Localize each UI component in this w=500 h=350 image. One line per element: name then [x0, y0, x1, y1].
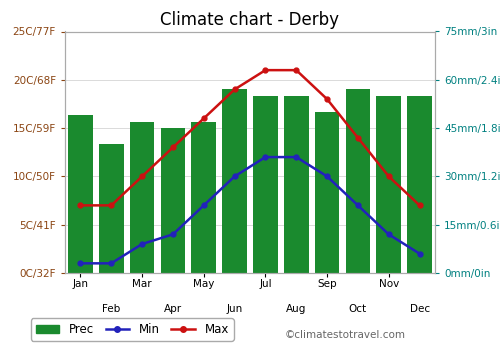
- Text: Oct: Oct: [349, 303, 367, 314]
- Text: Jun: Jun: [226, 303, 242, 314]
- Text: ©climatestotravel.com: ©climatestotravel.com: [285, 329, 406, 340]
- Bar: [99, 144, 124, 273]
- Bar: [222, 90, 247, 273]
- Bar: [160, 128, 186, 273]
- Bar: [346, 90, 370, 273]
- Title: Climate chart - Derby: Climate chart - Derby: [160, 10, 340, 29]
- Text: Apr: Apr: [164, 303, 182, 314]
- Text: Aug: Aug: [286, 303, 306, 314]
- Bar: [253, 96, 278, 273]
- Bar: [284, 96, 308, 273]
- Bar: [376, 96, 401, 273]
- Bar: [407, 96, 432, 273]
- Legend: Prec, Min, Max: Prec, Min, Max: [31, 318, 234, 341]
- Bar: [315, 112, 340, 273]
- Text: Dec: Dec: [410, 303, 430, 314]
- Bar: [192, 122, 216, 273]
- Text: Feb: Feb: [102, 303, 120, 314]
- Bar: [130, 122, 154, 273]
- Bar: [68, 115, 93, 273]
